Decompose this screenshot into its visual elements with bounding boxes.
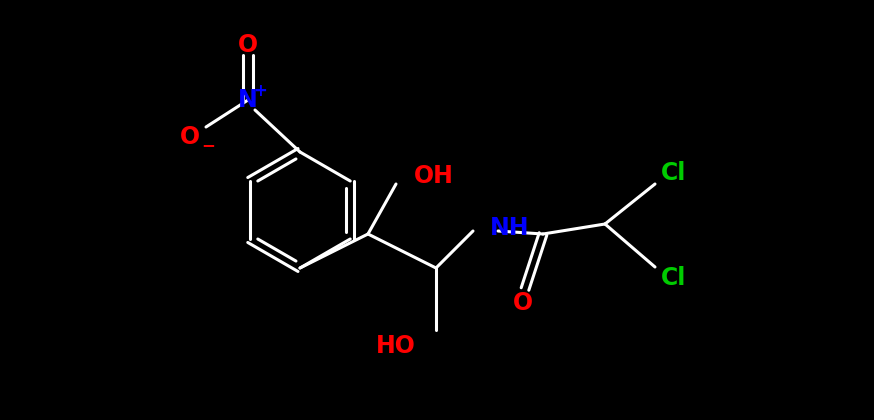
Text: O: O <box>513 291 533 315</box>
Text: Cl: Cl <box>662 266 687 290</box>
Text: O: O <box>238 33 258 57</box>
Text: N: N <box>238 88 258 112</box>
Text: NH: NH <box>490 216 530 240</box>
Text: +: + <box>253 82 267 100</box>
Text: OH: OH <box>414 164 454 188</box>
Text: HO: HO <box>376 334 416 358</box>
Text: −: − <box>201 136 215 154</box>
Text: O: O <box>180 125 200 149</box>
Text: Cl: Cl <box>662 161 687 185</box>
